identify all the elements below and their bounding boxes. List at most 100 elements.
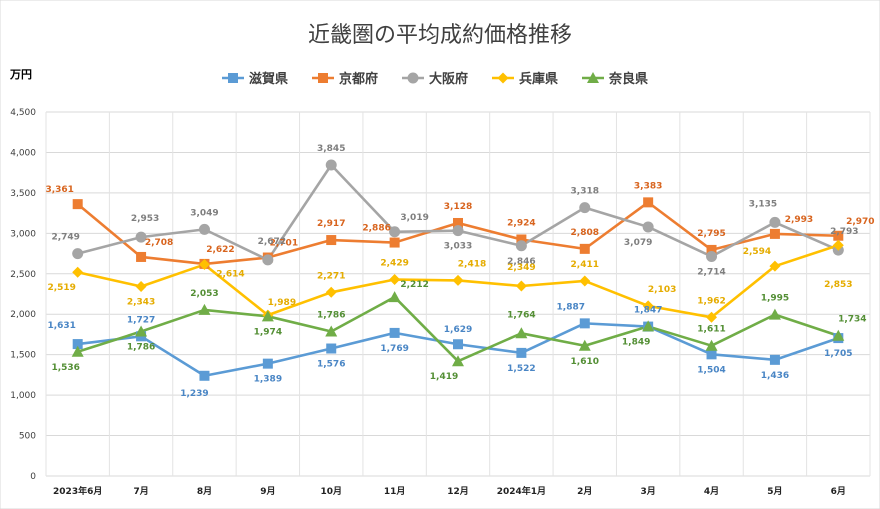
data-point-marker: [579, 243, 590, 254]
data-point-marker: [136, 251, 147, 262]
data-label: 1,536: [51, 363, 79, 373]
data-point-marker: [228, 73, 238, 83]
data-label: 2,917: [317, 219, 345, 229]
data-label: 2,795: [697, 229, 725, 239]
x-tick-label: 5月: [767, 486, 782, 497]
data-label: 1,239: [180, 389, 208, 399]
x-tick-label: 4月: [704, 486, 719, 497]
data-label: 3,845: [317, 144, 345, 154]
data-point-marker: [72, 199, 83, 210]
data-point-marker: [135, 231, 147, 243]
data-label: 1,576: [317, 360, 345, 370]
data-point-marker: [706, 311, 718, 323]
data-point-marker: [832, 329, 845, 341]
data-point-marker: [389, 237, 400, 248]
data-label: 2,418: [458, 259, 486, 269]
data-label: 3,128: [444, 202, 472, 212]
data-label: 3,318: [571, 187, 599, 197]
data-point-marker: [325, 159, 337, 171]
legend-label: 奈良県: [608, 71, 648, 87]
data-point-marker: [452, 355, 464, 367]
data-point-marker: [452, 274, 464, 286]
legend-label: 大阪府: [429, 71, 468, 87]
data-label: 3,079: [624, 238, 652, 248]
data-label: 3,019: [400, 213, 428, 223]
data-label: 2,053: [190, 289, 218, 299]
y-tick-label: 4,500: [10, 108, 36, 118]
legend: 滋賀県 京都府 大阪府 兵庫県 奈良県: [222, 71, 648, 87]
data-label: 2,924: [507, 218, 535, 228]
data-label: 1,734: [838, 315, 866, 325]
data-point-marker: [579, 202, 591, 214]
data-point-marker: [832, 239, 844, 251]
data-label: 1,849: [622, 337, 650, 347]
data-point-marker: [318, 73, 328, 83]
data-label: 2,349: [507, 263, 535, 273]
data-label: 1,769: [380, 344, 408, 354]
y-tick-label: 4,000: [10, 148, 36, 158]
data-point-marker: [769, 354, 780, 365]
data-point-marker: [769, 260, 781, 272]
x-tick-label: 6月: [831, 486, 846, 497]
data-label: 1,887: [557, 302, 585, 312]
x-tick-label: 11月: [384, 486, 406, 497]
x-tick-label: 2月: [577, 486, 592, 497]
legend-label: 兵庫県: [519, 71, 558, 87]
y-axis-ticks: 0 500 1,000 1,500 2,000 2,500 3,000 3,500 4,000 4…: [10, 108, 36, 482]
data-point-marker: [587, 72, 599, 83]
y-tick-label: 2,500: [10, 270, 36, 280]
data-label: 1,962: [697, 296, 725, 306]
y-tick-label: 3,000: [10, 229, 36, 239]
data-point-marker: [578, 339, 591, 351]
data-point-marker: [199, 370, 210, 381]
data-point-marker: [72, 248, 84, 260]
data-point-marker: [642, 221, 654, 233]
data-label: 2,212: [400, 280, 428, 290]
data-point-marker: [516, 234, 527, 245]
data-point-marker: [516, 347, 527, 358]
data-label: 2,519: [47, 283, 75, 293]
data-label: 2,846: [507, 257, 535, 267]
data-label: 2,708: [145, 238, 173, 248]
data-label: 2,594: [743, 247, 771, 257]
data-point-marker: [705, 339, 718, 351]
y-tick-label: 2,000: [10, 310, 36, 320]
data-label: 3,135: [749, 199, 777, 209]
data-point-marker: [706, 250, 718, 262]
data-label: 1,995: [761, 294, 789, 304]
data-labels: 1,631 1,727 1,239 1,389 1,576 1,769 1,629 1,522…: [45, 144, 874, 399]
y-axis-unit: 万円: [9, 68, 32, 81]
data-point-marker: [453, 339, 463, 350]
y-tick-label: 1,500: [10, 351, 36, 361]
data-point-marker: [769, 228, 780, 239]
data-label: 2,271: [317, 271, 345, 281]
data-label: 1,631: [47, 321, 75, 331]
data-label: 1,611: [697, 325, 725, 335]
data-point-marker: [452, 225, 464, 237]
data-label: 2,993: [785, 215, 813, 225]
data-point-marker: [72, 266, 84, 278]
data-point-marker: [325, 325, 338, 337]
x-tick-label: 12月: [447, 486, 469, 497]
data-label: 1,629: [444, 325, 472, 335]
data-point-marker: [262, 254, 274, 266]
data-point-marker: [135, 325, 148, 337]
data-label: 2,103: [648, 285, 676, 295]
data-label: 3,033: [444, 242, 472, 252]
data-label: 1,764: [507, 310, 535, 320]
data-label: 2,614: [216, 270, 244, 280]
data-point-marker: [389, 226, 401, 238]
x-tick-label: 10月: [320, 486, 342, 497]
data-point-marker: [389, 274, 401, 286]
data-point-marker: [407, 72, 419, 84]
data-label: 2,970: [846, 217, 874, 227]
data-point-marker: [135, 280, 147, 292]
data-point-marker: [261, 310, 274, 322]
x-tick-label: 3月: [641, 486, 656, 497]
data-label: 1,847: [634, 306, 662, 316]
data-label: 2,953: [131, 214, 159, 224]
data-point-marker: [833, 230, 844, 241]
data-point-marker: [389, 327, 400, 338]
data-point-marker: [642, 320, 655, 332]
